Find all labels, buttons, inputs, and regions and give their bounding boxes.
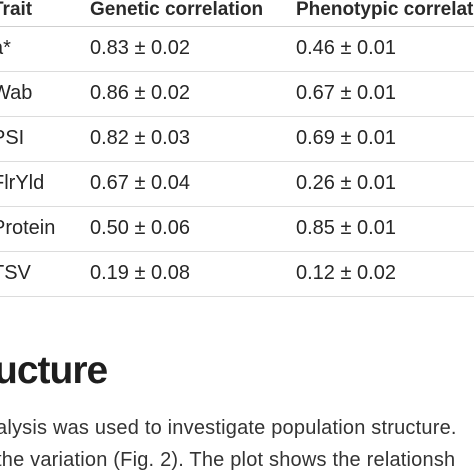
table-row: a* 0.83 ± 0.02 0.46 ± 0.01 <box>0 27 474 72</box>
paragraph-line: the variation (Fig. 2). The plot shows t… <box>0 449 456 471</box>
table-row: Protein 0.50 ± 0.06 0.85 ± 0.01 <box>0 207 474 252</box>
table-row: FlrYld 0.67 ± 0.04 0.26 ± 0.01 <box>0 162 474 207</box>
genetic-correlation-cell: 0.82 ± 0.03 <box>90 127 190 149</box>
trait-cell: Wab <box>0 82 33 104</box>
phenotypic-correlation-cell: 0.12 ± 0.02 <box>296 262 396 284</box>
table-row: TSV 0.19 ± 0.08 0.12 ± 0.02 <box>0 252 474 297</box>
genetic-correlation-cell: 0.83 ± 0.02 <box>90 37 190 59</box>
phenotypic-correlation-cell: 0.85 ± 0.01 <box>296 217 396 239</box>
section-heading: ucture <box>0 349 108 392</box>
trait-cell: FlrYld <box>0 172 45 194</box>
paragraph-line: alysis was used to investigate populatio… <box>0 417 457 439</box>
phenotypic-correlation-cell: 0.46 ± 0.01 <box>296 37 396 59</box>
table-row: Wab 0.86 ± 0.02 0.67 ± 0.01 <box>0 72 474 117</box>
trait-cell: PSI <box>0 127 25 149</box>
trait-cell: Protein <box>0 217 56 239</box>
phenotypic-correlation-cell: 0.26 ± 0.01 <box>296 172 396 194</box>
header-phenotypic-correlation: Phenotypic correlat <box>296 0 474 20</box>
table-row: PSI 0.82 ± 0.03 0.69 ± 0.01 <box>0 117 474 162</box>
phenotypic-correlation-cell: 0.69 ± 0.01 <box>296 127 396 149</box>
table-header-row: Trait Genetic correlation Phenotypic cor… <box>0 0 474 27</box>
phenotypic-correlation-cell: 0.67 ± 0.01 <box>296 82 396 104</box>
genetic-correlation-cell: 0.50 ± 0.06 <box>90 217 190 239</box>
correlation-table: Trait Genetic correlation Phenotypic cor… <box>0 0 474 297</box>
trait-cell: TSV <box>0 262 31 284</box>
trait-cell: a* <box>0 37 11 59</box>
genetic-correlation-cell: 0.67 ± 0.04 <box>90 172 190 194</box>
header-genetic-correlation: Genetic correlation <box>90 0 264 20</box>
header-trait: Trait <box>0 0 33 20</box>
genetic-correlation-cell: 0.19 ± 0.08 <box>90 262 190 284</box>
genetic-correlation-cell: 0.86 ± 0.02 <box>90 82 190 104</box>
